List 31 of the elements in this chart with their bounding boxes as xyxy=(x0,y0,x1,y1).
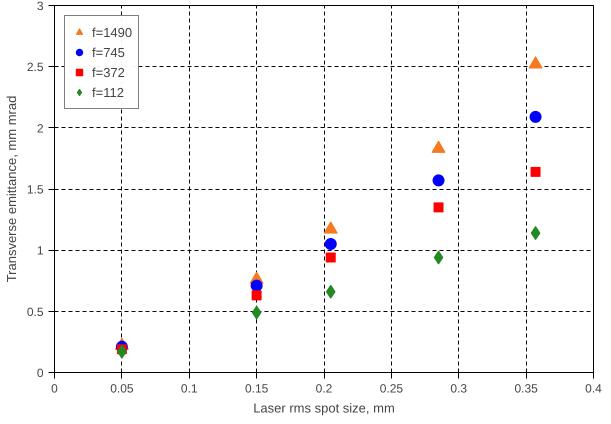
legend-label: f=372 xyxy=(92,64,125,80)
legend-label: f=112 xyxy=(92,84,124,100)
y-tick-label: 3 xyxy=(36,0,44,13)
y-tick-label: 2 xyxy=(36,121,44,136)
point xyxy=(250,280,263,292)
x-tick-label: 0.2 xyxy=(316,382,333,396)
point xyxy=(530,166,541,177)
x-tick-label: 0.25 xyxy=(380,382,404,396)
point xyxy=(434,202,444,212)
legend-label: f=1490 xyxy=(92,24,132,40)
x-tick-label: 0.15 xyxy=(244,382,269,396)
y-axis-title: Transverse emittance, mm mrad xyxy=(4,96,19,282)
y-tick-label: 1 xyxy=(36,244,44,258)
point xyxy=(326,284,336,299)
y-tick-label: 0.5 xyxy=(26,304,44,319)
x-tick-label: 0.05 xyxy=(110,382,134,396)
point xyxy=(324,238,337,250)
point xyxy=(530,110,542,123)
legend-label: f=745 xyxy=(92,44,125,60)
point xyxy=(326,252,336,263)
x-tick-label: 0.3 xyxy=(450,382,468,396)
point xyxy=(252,290,262,300)
point xyxy=(432,174,445,186)
x-tick-label: 0 xyxy=(51,382,58,396)
x-tick-label: 0.1 xyxy=(180,382,198,396)
x-tick-label: 0.35 xyxy=(514,382,538,396)
x-axis-title: Laser rms spot size, mm xyxy=(253,400,395,416)
y-tick-label: 2.5 xyxy=(26,60,44,74)
x-tick-label: 0.4 xyxy=(585,382,602,396)
y-tick-label: 1.5 xyxy=(26,182,44,196)
y-tick-label: 0 xyxy=(36,366,44,380)
